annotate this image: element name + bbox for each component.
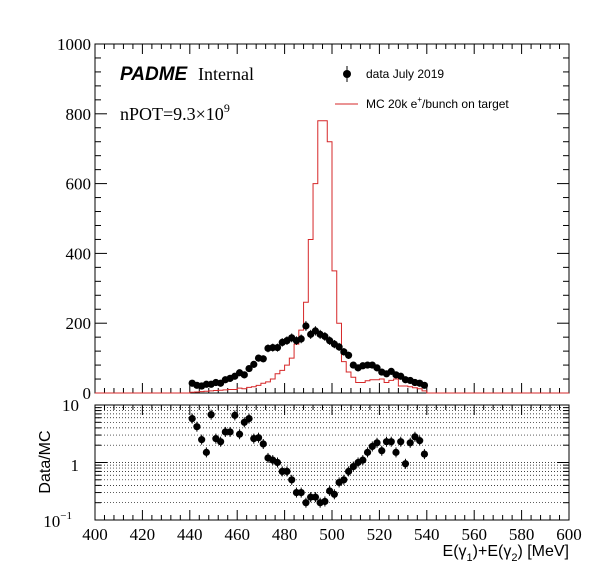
ratio-point <box>231 411 239 419</box>
ratio-point <box>283 467 291 476</box>
ratio-point <box>217 438 225 446</box>
ratio-xtick-label: 420 <box>130 525 156 544</box>
distribution-ytick-label: 200 <box>66 314 92 333</box>
ratio-point <box>207 411 215 419</box>
distribution-y-ticks: 0 200 400 600 800 1000 <box>57 35 569 403</box>
data-point <box>273 344 282 352</box>
data-point <box>259 355 267 363</box>
ratio-point <box>373 439 381 447</box>
ratio-point <box>401 460 410 468</box>
data-point <box>245 364 253 373</box>
ratio-xtick-label: 460 <box>224 525 250 544</box>
ratio-point <box>245 415 253 423</box>
ratio-point <box>202 448 210 456</box>
ratio-point <box>363 448 372 456</box>
ratio-point <box>288 476 296 484</box>
ratio-point <box>420 450 429 458</box>
ratio-point <box>235 430 244 438</box>
data-point <box>373 364 381 372</box>
ratio-point <box>198 436 206 444</box>
ratio-ylabel: Data/MC <box>37 430 54 493</box>
ratio-point <box>359 456 367 464</box>
ratio-xtick-label: 600 <box>556 525 582 544</box>
legend: data July 2019 MC 20k e+/bunch on target <box>335 66 509 111</box>
ratio-point <box>330 490 338 498</box>
ratio-panel: 400 420 440 460 480 500 520 540 560 580 600 10 1 1… <box>37 396 582 564</box>
data-point <box>321 332 329 341</box>
ratio-point <box>387 438 395 446</box>
distribution-ytick-label: 0 <box>83 384 92 403</box>
ratio-point <box>226 428 234 436</box>
data-point <box>420 381 429 389</box>
ratio-point <box>397 438 405 446</box>
ratio-point <box>344 467 353 476</box>
ratio-point <box>193 423 201 431</box>
ratio-tick-label-1: 1 <box>71 456 80 475</box>
ratio-xtick-label: 400 <box>82 525 108 544</box>
ratio-tick-label-10: 10 <box>62 396 79 415</box>
data-point <box>302 322 310 330</box>
x-axis-label: E(γ1)+E(γ2) [MeV] <box>443 543 569 564</box>
ratio-point <box>321 497 329 506</box>
padme-internal: Internal <box>198 64 254 84</box>
distribution-ytick-label: 800 <box>66 105 92 124</box>
ratio-xtick-label: 500 <box>319 525 345 544</box>
mc-histogram <box>95 120 569 394</box>
distribution-panel: 0 200 400 600 800 1000 PADME Internal nPOT=9.… <box>57 35 570 403</box>
ratio-point <box>349 462 357 471</box>
ratio-xtick-label: 520 <box>367 525 393 544</box>
ratio-point <box>254 434 263 442</box>
npot-annotation: nPOT=9.3×109 <box>120 101 230 124</box>
legend-data-marker <box>343 66 351 82</box>
ratio-point <box>392 448 400 456</box>
data-points <box>188 321 429 390</box>
data-point <box>240 371 248 379</box>
ratio-point <box>340 476 348 484</box>
ratio-tick-label-0p1: 10−1 <box>43 510 72 531</box>
legend-data-label: data July 2019 <box>366 67 444 81</box>
padme-brand: PADME <box>120 64 189 85</box>
distribution-ytick-label: 1000 <box>57 35 91 54</box>
data-point <box>297 335 305 343</box>
ratio-point <box>378 447 386 455</box>
data-point <box>344 351 353 359</box>
ratio-xtick-label: 480 <box>272 525 298 544</box>
ratio-points <box>188 409 429 508</box>
ratio-point <box>188 415 196 423</box>
distribution-ytick-label: 400 <box>66 244 92 263</box>
distribution-ytick-label: 600 <box>66 175 92 194</box>
ratio-point <box>302 499 310 507</box>
ratio-x-ticks: 400 420 440 460 480 500 520 540 560 580 600 <box>82 405 582 544</box>
ratio-point <box>273 458 282 467</box>
distribution-x-ticks <box>94 44 570 393</box>
ratio-point <box>259 440 267 448</box>
ratio-point <box>406 439 414 447</box>
ratio-y-ticks <box>95 404 569 521</box>
ratio-xtick-label: 540 <box>414 525 440 544</box>
legend-mc-label: MC 20k e+/bunch on target <box>366 95 509 111</box>
ratio-xtick-label: 580 <box>509 525 535 544</box>
ratio-point <box>311 493 320 501</box>
data-point <box>250 360 258 368</box>
data-point <box>335 343 343 351</box>
ratio-point <box>416 437 424 445</box>
ratio-xtick-label: 440 <box>177 525 203 544</box>
ratio-point <box>297 488 305 497</box>
ratio-xtick-label: 560 <box>461 525 487 544</box>
